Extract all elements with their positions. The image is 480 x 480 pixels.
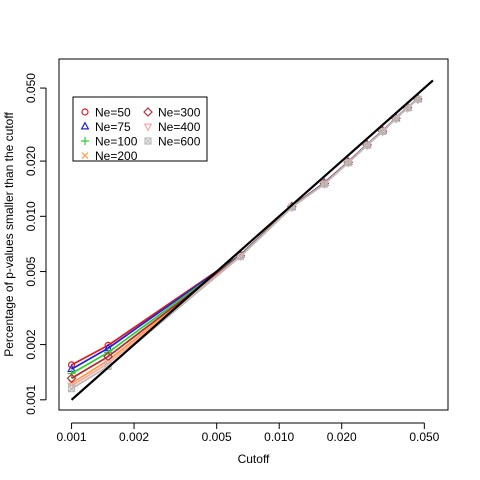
legend-box xyxy=(72,96,208,162)
data-point xyxy=(320,180,328,188)
legend-label: Ne=100 xyxy=(95,134,138,148)
x-tick-label: 0.020 xyxy=(327,430,357,444)
x-axis: 0.001 0.002 0.005 0.010 0.020 0.050 xyxy=(57,422,440,444)
legend-item: Ne=400 xyxy=(143,120,201,134)
x-tick-label: 0.010 xyxy=(264,430,294,444)
legend-label: Ne=600 xyxy=(158,134,201,148)
legend-label: Ne=400 xyxy=(158,120,201,134)
reference-line xyxy=(70,79,434,401)
plot-frame xyxy=(58,58,449,411)
legend-label: Ne=200 xyxy=(95,149,138,163)
y-axis: 0.001 0.002 0.005 0.010 0.020 0.050 xyxy=(24,73,47,415)
legend-item: Ne=600 xyxy=(144,134,201,148)
x-tick-label: 0.005 xyxy=(202,430,232,444)
data-point xyxy=(67,361,76,369)
legend-item: Ne=75 xyxy=(80,120,131,134)
legend-label: Ne=50 xyxy=(95,105,131,119)
legend-marker xyxy=(143,123,153,132)
legend-label: Ne=300 xyxy=(158,105,201,119)
x-tick-label: 0.001 xyxy=(57,430,87,444)
y-tick-label: 0.005 xyxy=(24,256,38,286)
x-tick-label: 0.050 xyxy=(409,430,439,444)
y-tick-label: 0.002 xyxy=(24,329,38,359)
legend-item: Ne=200 xyxy=(81,149,138,163)
data-point xyxy=(344,159,352,167)
legend-marker xyxy=(81,152,89,159)
data-point xyxy=(414,95,422,103)
legend-marker xyxy=(81,108,89,116)
legend-marker xyxy=(143,107,153,117)
legend-item: Ne=100 xyxy=(81,134,138,148)
data-point xyxy=(236,252,244,261)
data-point xyxy=(66,373,77,384)
legend-marker xyxy=(144,137,152,145)
y-tick-label: 0.020 xyxy=(24,146,38,176)
x-axis-title: Cutoff xyxy=(238,452,270,466)
data-point xyxy=(392,114,400,123)
legend-marker xyxy=(80,121,90,130)
legend-item: Ne=50 xyxy=(81,105,131,119)
legend-label: Ne=75 xyxy=(95,120,131,134)
y-axis-title: Percentage of p-values smaller than the … xyxy=(2,112,16,357)
data-point xyxy=(67,385,76,393)
x-tick-label: 0.002 xyxy=(119,430,149,444)
legend-item: Ne=300 xyxy=(143,105,201,119)
data-point xyxy=(363,141,371,149)
y-tick-label: 0.050 xyxy=(24,73,38,103)
y-tick-label: 0.010 xyxy=(24,201,38,231)
y-tick-label: 0.001 xyxy=(24,384,38,414)
reference-line-layer xyxy=(70,79,434,401)
legend-marker xyxy=(81,137,89,145)
data-point xyxy=(379,127,387,136)
